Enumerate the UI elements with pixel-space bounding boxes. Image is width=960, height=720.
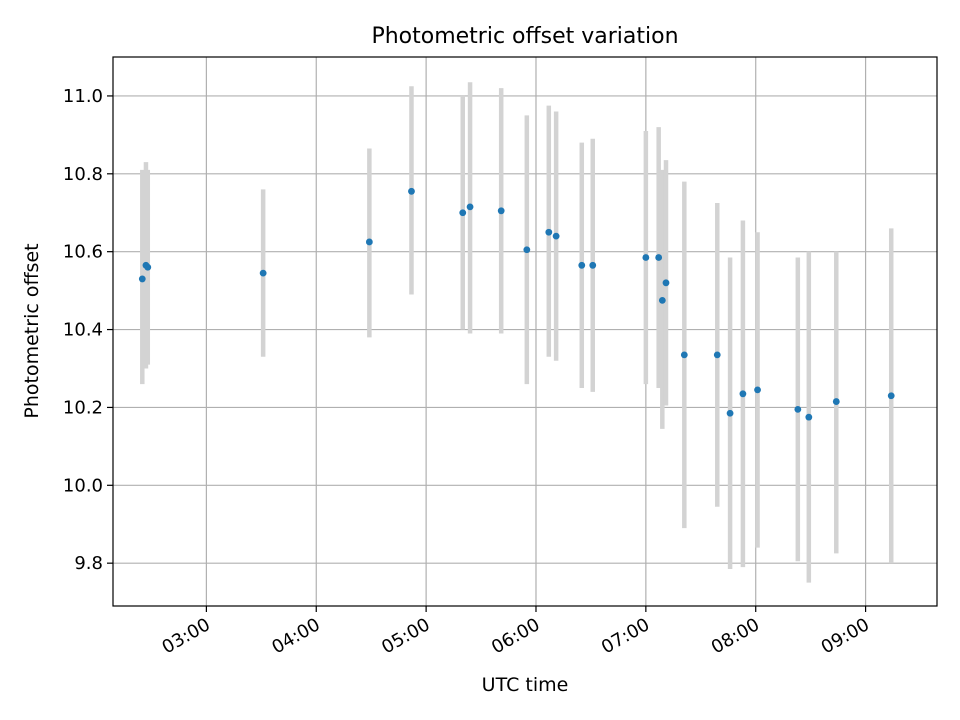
data-point: [642, 254, 650, 261]
data-point: [713, 351, 721, 359]
data-point: [680, 351, 688, 359]
data-point: [662, 279, 670, 287]
data-point: [658, 296, 666, 304]
data-point: [466, 203, 474, 211]
data-point: [754, 386, 761, 394]
plot-frame: [112, 56, 938, 607]
data-point: [832, 398, 840, 405]
data-point: [523, 246, 531, 254]
data-point: [144, 263, 152, 271]
x-axis-label: UTC time: [482, 674, 569, 696]
data-point: [726, 409, 734, 417]
data-point: [497, 207, 505, 215]
y-tick-label: 10.6: [63, 242, 103, 263]
data-points: [138, 187, 895, 421]
chart-title: Photometric offset variation: [371, 24, 678, 49]
data-point: [138, 275, 146, 283]
data-point: [794, 405, 802, 413]
y-axis-ticks: 9.8 10.0 10.2 10.4 10.6 10.8 11.0: [63, 86, 113, 574]
data-point: [589, 261, 597, 269]
data-point: [578, 261, 586, 269]
data-point: [887, 392, 895, 400]
y-tick-label: 10.4: [63, 320, 103, 341]
data-point: [459, 209, 467, 217]
y-axis-label: Photometric offset: [21, 243, 43, 418]
y-tick-label: 10.2: [63, 397, 103, 418]
data-point: [805, 413, 813, 421]
data-point: [545, 228, 553, 236]
y-tick-label: 9.8: [74, 553, 103, 574]
data-point: [408, 187, 415, 195]
data-point: [655, 254, 663, 261]
data-point: [552, 232, 560, 240]
y-tick-label: 10.8: [63, 164, 103, 185]
y-tick-label: 10.0: [63, 475, 103, 496]
data-point: [739, 390, 747, 398]
y-tick-label: 11.0: [63, 86, 103, 107]
data-point: [259, 269, 267, 277]
data-point: [365, 238, 373, 246]
